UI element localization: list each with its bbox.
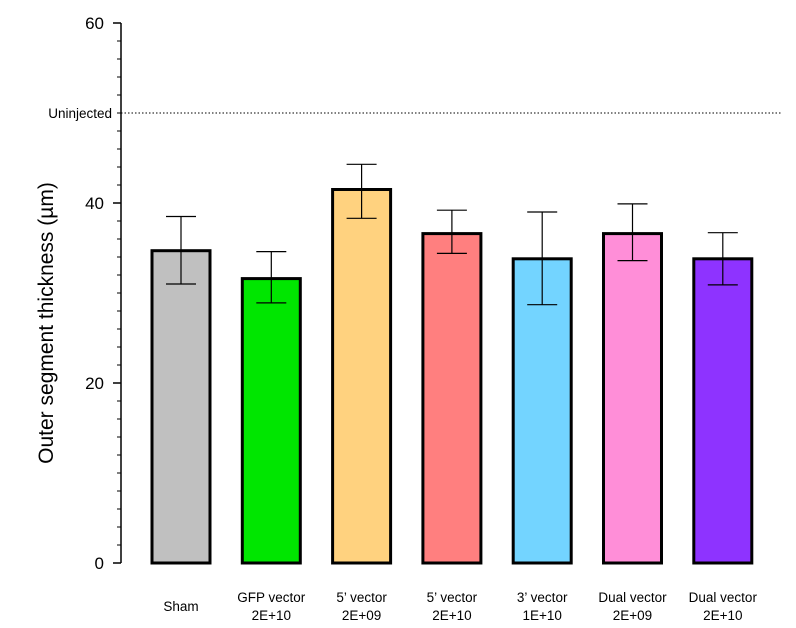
x-tick-label: GFP vector (237, 590, 306, 605)
bar (602, 232, 663, 565)
bar (240, 277, 302, 565)
error-bars-group (166, 163, 738, 306)
bars-group (150, 188, 754, 565)
y-axis-title: Outer segment thickness (µm) (35, 182, 58, 464)
x-tick-label: 5’ vector (336, 590, 387, 605)
y-tick-label: 40 (85, 194, 104, 213)
y-axis: 0 20 40 60 (85, 14, 122, 573)
reference-line-label: Uninjected (48, 106, 112, 121)
x-tick-label: 2E+09 (613, 608, 652, 623)
y-tick-label: 60 (85, 14, 104, 33)
x-tick-label: Dual vector (598, 590, 667, 605)
y-tick-label: 0 (95, 554, 104, 573)
y-tick-label: 20 (85, 374, 104, 393)
x-tick-label: Dual vector (689, 590, 758, 605)
x-tick-label: 2E+10 (252, 608, 291, 623)
x-tick-label: 3’ vector (517, 590, 568, 605)
bar (692, 257, 754, 565)
x-tick-label: 2E+10 (432, 608, 471, 623)
reference-line-group: Uninjected (48, 106, 781, 121)
bar (421, 232, 483, 565)
bar (331, 188, 393, 565)
x-tick-label: Sham (163, 599, 198, 614)
x-tick-label: 2E+09 (342, 608, 381, 623)
x-tick-label: 1E+10 (522, 608, 561, 623)
x-tick-label: 5’ vector (427, 590, 478, 605)
bar (511, 257, 573, 565)
bar (150, 249, 212, 565)
x-tick-label: 2E+10 (703, 608, 742, 623)
x-axis-labels: Sham GFP vector 2E+10 5’ vector 2E+09 5’ vect… (163, 590, 757, 623)
